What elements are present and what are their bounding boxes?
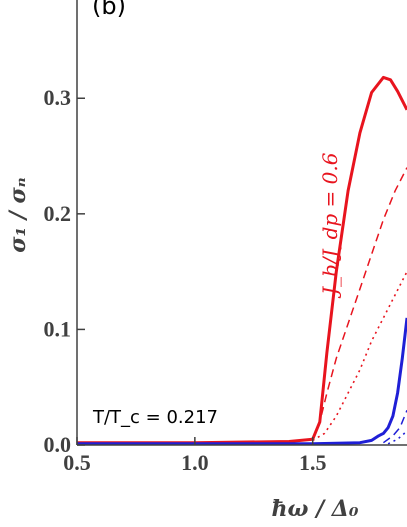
blue-solid-series-line — [77, 317, 407, 446]
blue-dotted-series-line — [387, 430, 407, 445]
panel-label: (b) — [92, 0, 126, 20]
red-dashed-series-line — [312, 167, 407, 440]
y-tick-label: 0.0 — [44, 432, 72, 457]
x-axis-title: ħω / Δ₀ — [271, 496, 358, 522]
y-axis-title: σ₁ / σₙ — [5, 177, 31, 253]
y-tick-label: 0.3 — [44, 85, 72, 110]
red-solid-series-line — [77, 75, 407, 445]
y-tick-label: 0.1 — [44, 316, 72, 341]
x-tick-label: 1.5 — [299, 450, 327, 475]
temperature-annotation: T/T_c = 0.217 — [92, 407, 218, 428]
x-tick-label: 1.0 — [181, 450, 209, 475]
blue-dashed-series-line — [382, 410, 407, 444]
series-layer — [77, 75, 407, 446]
y-tick-label: 0.2 — [44, 201, 72, 226]
x-tick-label: 0.5 — [63, 450, 91, 475]
tick-layer: 0.5 1.0 1.5 0.0 0.1 0.2 0.3 — [44, 85, 327, 475]
current-ratio-annotation: J_b/J_dp = 0.6 — [318, 152, 342, 299]
